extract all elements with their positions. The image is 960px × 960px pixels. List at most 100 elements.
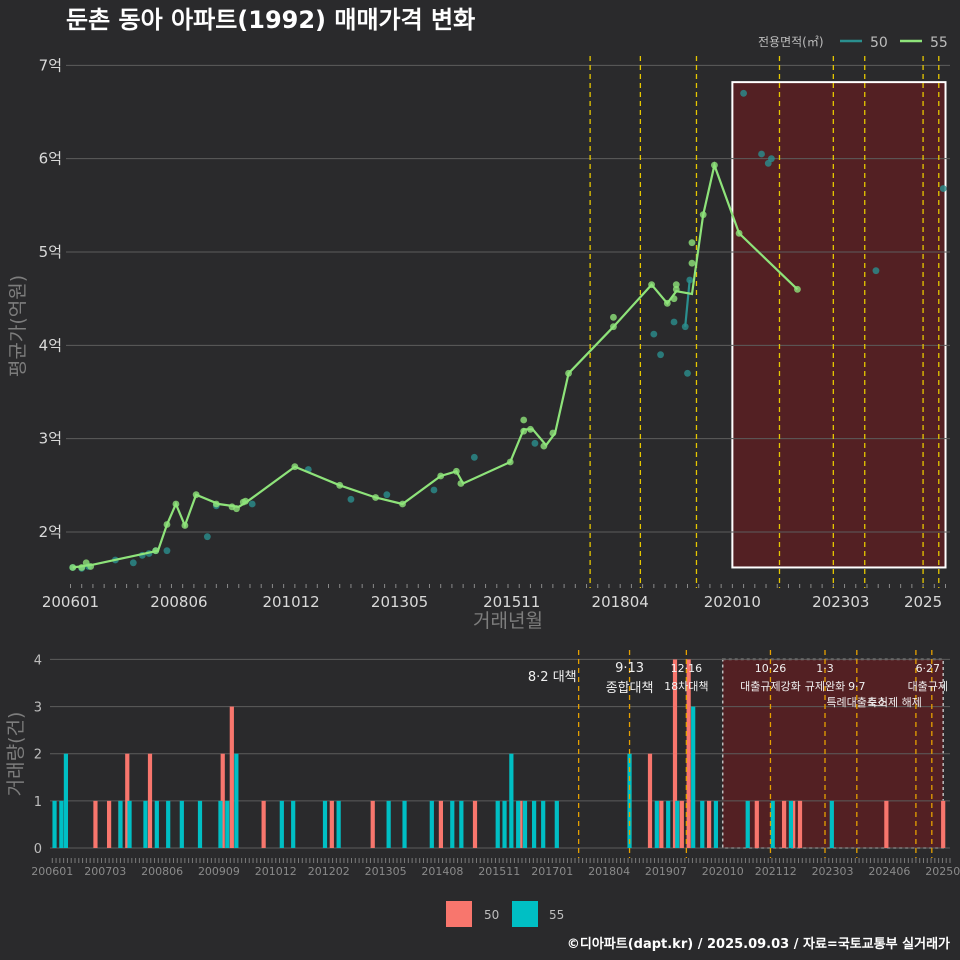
bar-50 — [220, 753, 225, 848]
bar-55 — [225, 800, 230, 848]
bar-55 — [522, 800, 528, 848]
footer-credit: ©디아파트(dapt.kr) / 2025.09.03 / 자료=국토교통부 실… — [567, 936, 950, 952]
bottom-x-tick-label: 201701 — [531, 865, 573, 878]
bar-55 — [234, 753, 239, 848]
bar-50 — [125, 753, 130, 848]
legend-title: 전용면적(㎡) — [758, 35, 824, 49]
bar-50 — [370, 800, 375, 848]
series-point-50 — [470, 453, 478, 461]
bar-50 — [781, 800, 787, 848]
bar-55 — [829, 800, 834, 848]
policy-label: 9·13 — [615, 661, 644, 676]
series-point-55 — [663, 299, 671, 307]
bar-55 — [541, 800, 546, 848]
top-y-tick-label: 5억 — [39, 243, 62, 261]
top-x-tick-label: 200601 — [42, 593, 99, 611]
bar-55 — [516, 800, 521, 848]
legend-label-55: 55 — [930, 35, 948, 51]
bar-55 — [770, 800, 775, 848]
bar-55 — [666, 800, 671, 848]
policy-label-sub: 대출규제강화 — [740, 680, 801, 693]
bar-50 — [659, 800, 664, 848]
bottom-y-tick-label: 4 — [34, 653, 42, 668]
bottom-x-tick-label: 200806 — [141, 865, 183, 878]
series-point-50 — [939, 185, 947, 192]
bottom-x-tick-label: 201012 — [255, 865, 297, 878]
series-point-55 — [549, 429, 557, 437]
series-point-50 — [203, 533, 211, 541]
series-point-50 — [758, 150, 765, 158]
series-point-55 — [212, 500, 220, 508]
bar-50 — [93, 800, 98, 848]
bottom-x-tick-label: 201511 — [478, 865, 520, 878]
bar-50 — [147, 753, 153, 848]
bottom-policy-lines: 8·2 대책 9·13 종합대책 12·16 18차대책 10·26 대출규제강화 1·3 규제… — [528, 650, 948, 858]
top-y-tick-label: 3억 — [39, 430, 62, 448]
legend-bar-label-55: 55 — [549, 908, 564, 922]
bar-55 — [627, 753, 632, 848]
legend-label-50: 50 — [870, 35, 888, 51]
bottom-x-tick-label: 201804 — [588, 865, 630, 878]
bar-50 — [791, 800, 796, 848]
series-point-55 — [399, 500, 406, 508]
bottom-x-tick-label: 201305 — [365, 865, 407, 878]
policy-label: 12·16 — [671, 662, 703, 675]
series-point-55 — [672, 285, 680, 293]
bar-55 — [502, 800, 507, 848]
series-point-55 — [152, 547, 160, 555]
bar-55 — [402, 800, 407, 848]
top-series — [69, 89, 947, 572]
bar-55 — [336, 800, 341, 848]
bar-55 — [143, 800, 148, 848]
bottom-x-tick-label: 202509 — [925, 865, 960, 878]
bottom-ticks: 0 1 2 3 4 200601 200703 200806 200909 201012 20120… — [31, 653, 960, 878]
series-point-50 — [657, 351, 664, 359]
policy-label-sub: 규제완화 — [805, 680, 845, 693]
bottom-legend: 50 55 — [446, 901, 564, 927]
bar-55 — [691, 706, 696, 848]
bar-50 — [884, 800, 889, 848]
top-x-tick-label: 202303 — [812, 593, 869, 611]
bottom-x-tick-label: 201907 — [645, 865, 687, 878]
bottom-x-tick-label: 200703 — [84, 865, 126, 878]
series-point-55 — [610, 313, 617, 321]
policy-label: 10·26 — [755, 662, 787, 675]
series-point-50 — [740, 89, 747, 97]
chart-title: 둔촌 동아 아파트(1992) 매매가격 변화 — [66, 6, 475, 34]
bar-55 — [675, 800, 680, 848]
top-ticks: 2억 3억 4억 5억 6억 7억 200601 200806 201012 201305 2015… — [39, 56, 947, 611]
bar-50 — [472, 800, 478, 848]
series-point-55 — [233, 505, 240, 513]
bar-55 — [531, 800, 537, 848]
policy-label-sub: 18차대책 — [664, 680, 708, 693]
series-point-55 — [372, 494, 380, 501]
bar-50 — [229, 706, 234, 848]
bar-55 — [197, 800, 203, 848]
bar-55 — [154, 800, 159, 848]
series-point-55 — [540, 442, 548, 450]
legend-bar-label-50: 50 — [484, 908, 499, 922]
policy-label-sub: 종합대책 — [606, 681, 654, 696]
bar-55 — [118, 800, 123, 848]
legend-swatch-50 — [446, 901, 472, 927]
bar-55 — [52, 800, 57, 848]
bar-55 — [495, 800, 500, 848]
bottom-x-tick-label: 201202 — [308, 865, 350, 878]
series-point-55 — [610, 323, 617, 331]
series-point-55 — [520, 427, 528, 435]
series-point-55 — [69, 564, 77, 571]
series-point-55 — [172, 500, 180, 508]
series-point-55 — [735, 229, 743, 237]
top-y-tick-label: 7억 — [39, 56, 62, 74]
bar-55 — [429, 800, 434, 848]
series-point-55 — [688, 239, 696, 247]
series-point-50 — [768, 155, 775, 163]
series-line-55 — [72, 161, 799, 569]
series-point-55 — [520, 416, 528, 424]
series-point-55 — [672, 281, 680, 289]
series-point-55 — [336, 481, 344, 489]
bottom-y-tick-label: 3 — [34, 701, 42, 716]
bar-55 — [291, 800, 296, 848]
top-policy-lines — [589, 56, 940, 588]
